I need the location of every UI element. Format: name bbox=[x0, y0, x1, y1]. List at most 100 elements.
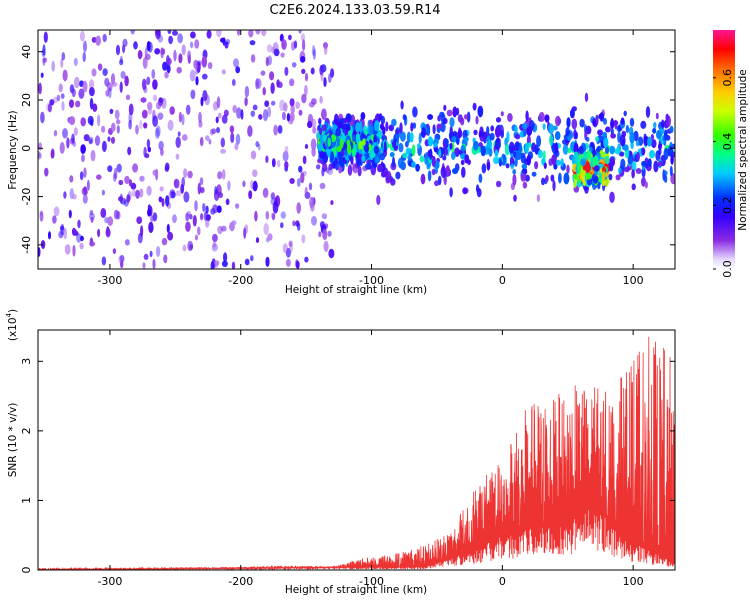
spectrogram-cell bbox=[427, 170, 432, 182]
spectrogram-cell bbox=[262, 87, 266, 96]
spectrogram-cell bbox=[610, 133, 616, 139]
spectrogram-cell bbox=[383, 141, 387, 153]
y-tick-label: 40 bbox=[20, 45, 33, 59]
spectrogram-cell bbox=[438, 148, 442, 158]
spectrogram-cell bbox=[124, 239, 130, 246]
spectrogram-cell bbox=[198, 111, 202, 123]
spectrogram-cell bbox=[595, 114, 599, 126]
spectrogram-cell bbox=[598, 113, 604, 120]
spectrogram-cell bbox=[385, 121, 389, 132]
spectrogram-cell bbox=[520, 172, 527, 182]
spectrogram-cell bbox=[475, 115, 479, 125]
spectrogram-cell bbox=[112, 248, 116, 254]
spectrogram-cell bbox=[154, 48, 161, 55]
spectrogram-cell bbox=[286, 113, 290, 122]
spectrogram-cell bbox=[224, 41, 229, 49]
spectrogram-cell bbox=[270, 192, 276, 200]
spectrogram-cell bbox=[158, 140, 164, 151]
spectrogram-cell bbox=[289, 78, 295, 87]
spectrogram-cell bbox=[319, 182, 326, 190]
spectrogram-cell bbox=[200, 213, 204, 221]
spectrogram-cell bbox=[392, 140, 397, 149]
spectrogram-cell bbox=[495, 117, 502, 123]
spectrogram-cell bbox=[205, 214, 211, 221]
spectrogram-cell bbox=[277, 81, 283, 89]
spectrogram-cell bbox=[160, 148, 164, 156]
spectrogram-cell bbox=[189, 214, 193, 220]
spectrogram-cell bbox=[494, 138, 501, 150]
spectrogram-cell bbox=[252, 180, 258, 192]
spectrogram-cell bbox=[573, 129, 577, 140]
y-tick-label: -40 bbox=[20, 236, 33, 254]
spectrogram-cell bbox=[61, 101, 65, 111]
spectrogram-cell bbox=[319, 65, 324, 76]
spectrogram-cell bbox=[670, 154, 674, 165]
spectrogram-cell bbox=[139, 175, 145, 182]
spectrogram-cell bbox=[295, 101, 300, 109]
snr-x-label: Height of straight line (km) bbox=[285, 584, 427, 596]
spectrogram-cell bbox=[272, 42, 279, 53]
spectrogram-cell bbox=[603, 117, 607, 125]
spectrogram-cell bbox=[512, 169, 517, 175]
spectrogram-cell bbox=[135, 124, 139, 135]
spectrogram-cell bbox=[301, 234, 306, 244]
spectrogram-cell bbox=[358, 141, 363, 150]
spectrogram-cell bbox=[126, 194, 131, 203]
spectrogram-cell bbox=[143, 253, 149, 260]
spectrogram-cell bbox=[44, 167, 49, 177]
spectrogram-cell bbox=[273, 48, 280, 57]
spectrogram-cell bbox=[235, 203, 240, 209]
spectrogram-cell bbox=[42, 44, 46, 56]
spectrogram-cell bbox=[433, 142, 438, 148]
spectrogram-cell bbox=[63, 191, 67, 199]
spectrogram-cell bbox=[373, 134, 377, 143]
y-tick-label: 20 bbox=[20, 93, 33, 107]
spectrogram-cell bbox=[512, 174, 517, 186]
colorbar-tick-label: 0.4 bbox=[721, 133, 734, 151]
snr-multiplier-exp: 4 bbox=[5, 312, 13, 317]
spectrogram-cell bbox=[115, 119, 121, 125]
spectrogram-cell bbox=[221, 225, 227, 232]
spectrogram-cell bbox=[267, 233, 273, 241]
spectrogram-cell bbox=[426, 126, 431, 136]
spectrogram-cell bbox=[92, 103, 98, 112]
spectrogram-cell bbox=[139, 119, 143, 130]
spectrogram-cell bbox=[322, 229, 328, 241]
spectrogram-cell bbox=[185, 104, 191, 115]
spectrogram-cell bbox=[291, 62, 297, 68]
spectrogram-cell bbox=[460, 159, 465, 166]
spectrogram-cell bbox=[437, 115, 441, 122]
spectrogram-cell bbox=[402, 152, 408, 159]
spectrogram-cell bbox=[53, 206, 60, 217]
spectrogram-cell bbox=[653, 121, 657, 129]
spectrogram-cell bbox=[300, 56, 306, 63]
spectrogram-cell bbox=[75, 100, 81, 108]
spectrogram-cell bbox=[667, 145, 674, 157]
spectrogram-cell bbox=[111, 122, 116, 132]
spectrogram-cell bbox=[60, 225, 64, 231]
spectrogram-cell bbox=[330, 134, 337, 143]
spectrogram-cell bbox=[72, 245, 76, 257]
spectrogram-cell bbox=[122, 44, 126, 54]
snr-multiplier-base: (x10 bbox=[7, 317, 19, 341]
spectrogram-cell bbox=[145, 53, 151, 61]
spectrogram-cell bbox=[333, 157, 338, 165]
spectrogram-cell bbox=[156, 101, 162, 110]
spectrogram-cell bbox=[319, 221, 325, 229]
spectrogram-cell bbox=[210, 261, 215, 269]
spectrogram-cell bbox=[143, 146, 147, 158]
spectrogram-cell bbox=[38, 151, 41, 158]
spectrogram-cell bbox=[221, 114, 228, 124]
figure-title: C2E6.2024.133.03.59.R14 bbox=[269, 3, 440, 18]
spectrogram-cell bbox=[139, 188, 144, 198]
spectrogram-cell bbox=[147, 208, 152, 217]
spectrogram-cell bbox=[307, 120, 313, 129]
spectrogram-cell bbox=[558, 172, 562, 184]
spectrogram-cell bbox=[552, 180, 556, 192]
spectrogram-cell bbox=[82, 80, 88, 93]
spectrogram-cell bbox=[363, 125, 368, 133]
spectrogram-cell bbox=[360, 112, 366, 120]
y-tick-label: 3 bbox=[20, 358, 33, 365]
snr-panel: -300 -200 -100 0 100 0 1 2 3 Height of straight… bbox=[5, 309, 676, 596]
spectrogram-cell bbox=[566, 117, 571, 128]
